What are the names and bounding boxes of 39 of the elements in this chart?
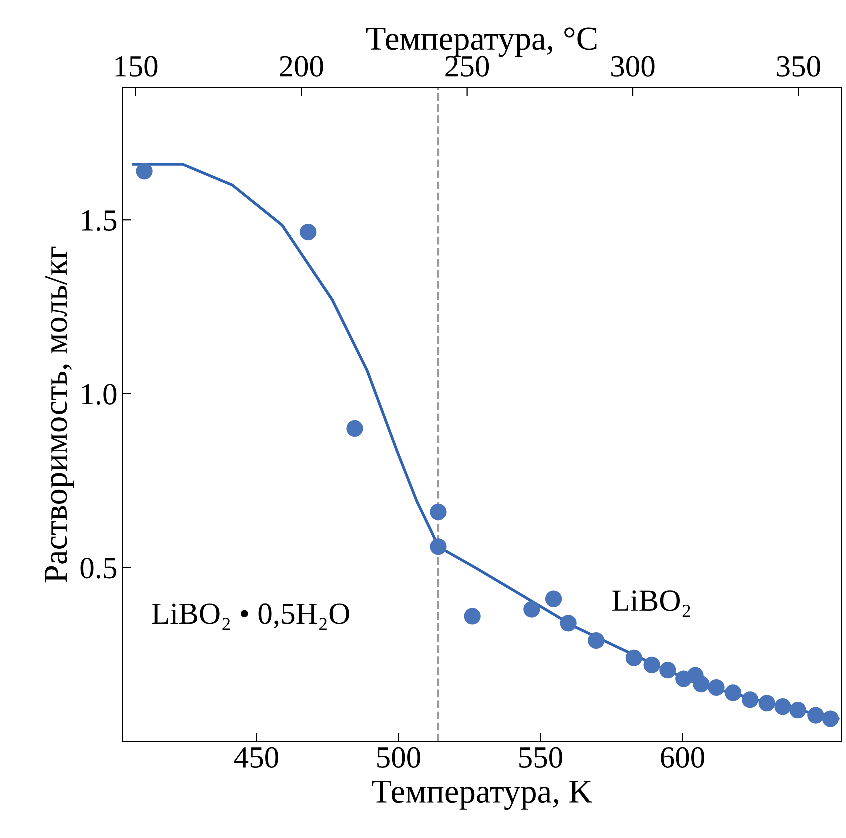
point — [644, 656, 660, 674]
point — [660, 662, 676, 679]
x2-tick-label: 350 — [777, 56, 820, 77]
point — [464, 608, 481, 625]
x-tick-label: 600 — [661, 747, 704, 768]
x2-tick-label: 300 — [612, 56, 655, 77]
point — [808, 707, 824, 724]
x2-tick-label: 150 — [116, 56, 158, 77]
point — [790, 702, 806, 719]
y-tick-label: 1.0 — [82, 384, 117, 405]
point — [588, 632, 605, 650]
x-tick-label: 500 — [378, 747, 420, 768]
x2-tick-label: 200 — [280, 56, 324, 77]
annotation: LiBO₂ • 0,5H₂O — [152, 604, 350, 630]
point — [560, 615, 577, 632]
y-tick-label: 0.5 — [80, 558, 117, 579]
point — [822, 710, 839, 728]
point — [136, 163, 153, 180]
point — [742, 692, 759, 708]
point — [346, 420, 364, 438]
x-axis-title: Температура, K — [372, 780, 592, 810]
x-tick-label: 550 — [520, 747, 562, 768]
point — [524, 601, 540, 618]
point — [693, 676, 710, 693]
x2-axis-title: Температура, °C — [366, 28, 597, 58]
point — [724, 684, 742, 702]
point — [774, 698, 792, 716]
y-tick-label: 1.5 — [82, 210, 117, 232]
point — [430, 504, 447, 520]
point — [626, 650, 642, 666]
y-axis-title: Растворимость, моль/кг — [44, 246, 74, 583]
x2-tick-label: 250 — [446, 56, 490, 77]
point — [300, 224, 317, 241]
point — [708, 679, 725, 696]
annotation: LiBO₂ — [612, 590, 690, 618]
point — [430, 538, 447, 556]
x-tick-label: 450 — [234, 747, 278, 768]
point — [758, 695, 776, 712]
point — [545, 590, 562, 608]
